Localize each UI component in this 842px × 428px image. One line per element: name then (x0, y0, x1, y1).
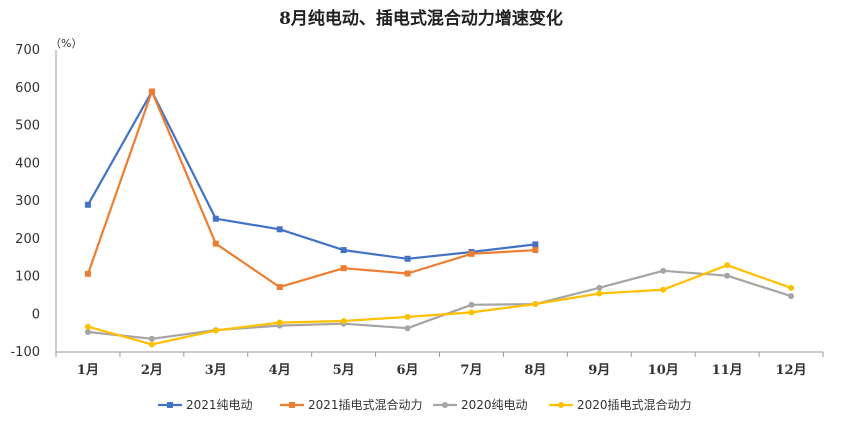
data-point (596, 290, 603, 297)
legend-label: 2020插电式混合动力 (577, 397, 692, 412)
data-point (404, 255, 411, 262)
data-point (532, 241, 539, 248)
data-point (404, 270, 411, 277)
y-tick-label: 300 (15, 194, 40, 209)
series-layer (84, 88, 795, 348)
x-tick-label: 10月 (648, 363, 679, 378)
data-point (212, 240, 219, 247)
data-point (84, 328, 91, 335)
x-tick-label: 3月 (205, 363, 227, 378)
y-tick-label: 0 (32, 307, 40, 322)
series-line (87, 90, 536, 260)
x-tick-label: 12月 (775, 363, 806, 378)
data-point (468, 301, 475, 308)
data-point (148, 341, 155, 348)
data-point (212, 327, 219, 334)
series-2 (84, 88, 539, 291)
x-tick-label: 2月 (141, 363, 163, 378)
legend-swatch-marker (167, 402, 173, 408)
y-tick-label: 700 (15, 43, 40, 58)
series-1 (84, 88, 539, 262)
y-tick-label: 200 (15, 232, 40, 247)
series-line (86, 90, 536, 289)
data-point (724, 272, 731, 279)
y-tick-label: -100 (10, 345, 40, 360)
data-point (724, 262, 731, 269)
y-tick-label: 100 (15, 270, 40, 285)
data-point (276, 226, 283, 233)
series-line (87, 269, 792, 340)
data-point (84, 270, 91, 277)
y-tick-label: 600 (15, 81, 40, 96)
x-tick-label: 1月 (77, 363, 99, 378)
x-tick-label: 6月 (397, 363, 419, 378)
series-4 (84, 262, 795, 348)
data-point (404, 313, 411, 320)
data-point (148, 88, 155, 95)
data-point (532, 301, 539, 308)
data-point (788, 293, 795, 300)
legend-label: 2020纯电动 (461, 398, 528, 412)
data-point (276, 284, 283, 291)
x-tick-label: 4月 (269, 363, 291, 378)
legend-label: 2021插电式混合动力 (308, 397, 423, 412)
data-point (596, 284, 603, 291)
legend-item: 2021插电式混合动力 (280, 397, 423, 412)
data-point (468, 309, 475, 316)
series-line (87, 264, 792, 346)
data-point (276, 319, 283, 326)
data-point (468, 250, 475, 257)
x-tick-label: 8月 (524, 363, 546, 378)
data-point (340, 318, 347, 325)
data-point (148, 335, 155, 342)
legend: 2021纯电动 2021插电式混合动力 2020纯电动 2020插电式混合动力 (158, 397, 692, 412)
x-tick-label: 9月 (588, 363, 610, 378)
data-point (84, 201, 91, 208)
legend-swatch-marker (558, 402, 564, 408)
data-point (84, 323, 91, 330)
data-point (340, 247, 347, 254)
y-tick-label: 500 (15, 119, 40, 134)
data-point (660, 267, 667, 274)
legend-item: 2021纯电动 (158, 398, 253, 412)
data-point (212, 215, 219, 222)
legend-item: 2020插电式混合动力 (549, 397, 692, 412)
legend-item: 2020纯电动 (433, 398, 528, 412)
y-unit-label: （%） (50, 37, 82, 50)
chart-title: 8月纯电动、插电式混合动力增速变化 (279, 8, 563, 29)
series-3 (84, 267, 795, 342)
legend-label: 2021纯电动 (186, 398, 253, 412)
x-tick-label: 11月 (712, 363, 743, 378)
data-point (404, 325, 411, 332)
legend-swatch-marker (442, 402, 448, 408)
x-tick-label: 5月 (333, 363, 355, 378)
axes: -100 0 100 200 300 400 500 600 700 1月 2月 3月 4月 5月 6月 7月… (10, 43, 824, 378)
data-point (788, 284, 795, 291)
legend-swatch-marker (289, 402, 295, 408)
y-tick-label: 400 (15, 156, 40, 171)
data-point (340, 265, 347, 272)
x-tick-label: 7月 (460, 363, 482, 378)
data-point (660, 286, 667, 293)
data-point (532, 247, 539, 254)
